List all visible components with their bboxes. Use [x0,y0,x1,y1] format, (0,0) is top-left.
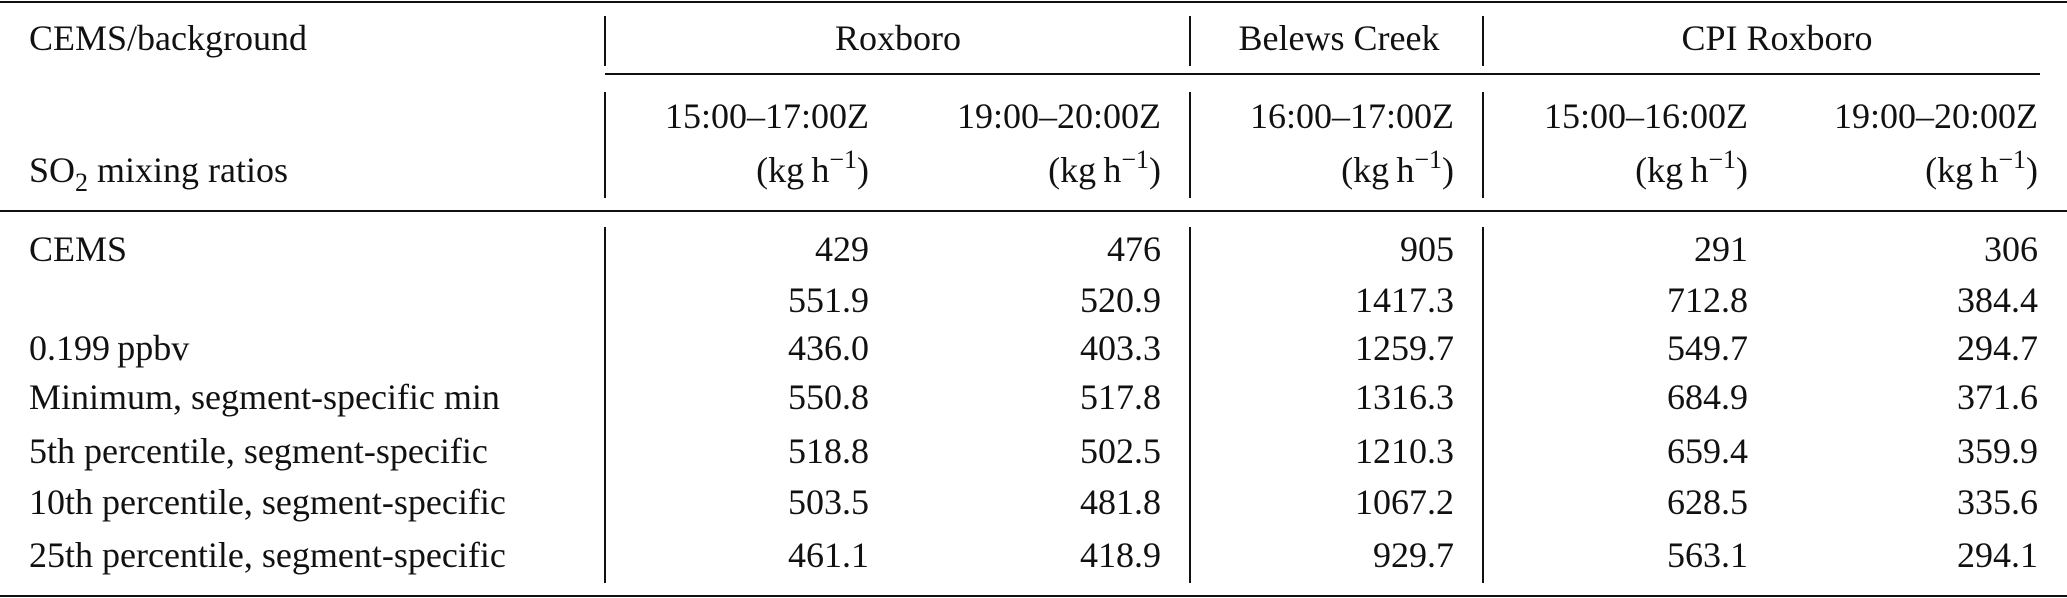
cell: 659.4 [1667,431,1748,471]
cell: 1259.7 [1355,328,1454,368]
cell: 429 [815,229,869,269]
corner-label: CEMS/background [29,18,307,58]
row-label: CEMS [29,229,127,269]
unit-text: (kg h [1635,150,1708,190]
cell: 520.9 [1080,280,1161,320]
column-time: 15:00–17:00Z [665,96,869,136]
unit-text: ) [857,150,869,190]
row-label: 5th percentile, segment-specific [29,431,488,471]
group-header: Roxboro [835,18,961,58]
row-label: 25th percentile, segment-specific [29,535,506,575]
column-unit: (kg h−1) [1925,145,2038,190]
superscript: −1 [1414,145,1442,174]
cell: 517.8 [1080,377,1161,417]
cell: 461.1 [788,535,869,575]
cell: 502.5 [1080,431,1161,471]
cell: 503.5 [788,482,869,522]
cell: 371.6 [1957,377,2038,417]
cell: 712.8 [1667,280,1748,320]
column-unit: (kg h−1) [1635,145,1748,190]
cell: 294.1 [1957,535,2038,575]
unit-text: (kg h [756,150,829,190]
cell: 684.9 [1667,377,1748,417]
cell: 291 [1694,229,1748,269]
cell: 628.5 [1667,482,1748,522]
column-unit: (kg h−1) [756,145,869,190]
superscript: −1 [829,145,857,174]
cell: 551.9 [788,280,869,320]
unit-text: (kg h [1048,150,1121,190]
unit-text: (kg h [1925,150,1998,190]
cell: 481.8 [1080,482,1161,522]
cell: 403.3 [1080,328,1161,368]
cell: 1067.2 [1355,482,1454,522]
row-label: Minimum, segment-specific min [29,377,500,417]
cell: 294.7 [1957,328,2038,368]
row-label: 10th percentile, segment-specific [29,482,506,522]
column-unit: (kg h−1) [1341,145,1454,190]
unit-text: ) [1149,150,1161,190]
cell: 1316.3 [1355,377,1454,417]
cell: 563.1 [1667,535,1748,575]
cell: 929.7 [1373,535,1454,575]
cell: 418.9 [1080,535,1161,575]
group-header: Belews Creek [1239,18,1440,58]
column-unit: (kg h−1) [1048,145,1161,190]
column-time: 19:00–20:00Z [1834,96,2038,136]
superscript: −1 [1998,145,2026,174]
column-time: 15:00–16:00Z [1544,96,1748,136]
unit-text: (kg h [1341,150,1414,190]
label-text: mixing ratios [88,150,288,190]
cell: 476 [1107,229,1161,269]
unit-text: ) [1442,150,1454,190]
superscript: −1 [1121,145,1149,174]
cell: 518.8 [788,431,869,471]
cell: 359.9 [1957,431,2038,471]
cell: 436.0 [788,328,869,368]
cell: 335.6 [1957,482,2038,522]
column-time: 19:00–20:00Z [957,96,1161,136]
cell: 384.4 [1957,280,2038,320]
label-text: SO [29,150,75,190]
row-label-header: SO2 mixing ratios [29,150,288,197]
row-label: 0.199 ppbv [29,328,189,368]
column-time: 16:00–17:00Z [1250,96,1454,136]
cell: 306 [1984,229,2038,269]
group-header: CPI Roxboro [1681,18,1872,58]
subscript: 2 [75,168,88,197]
cell: 550.8 [788,377,869,417]
unit-text: ) [1736,150,1748,190]
unit-text: ) [2026,150,2038,190]
cell: 1210.3 [1355,431,1454,471]
cell: 1417.3 [1355,280,1454,320]
cell: 549.7 [1667,328,1748,368]
cell: 905 [1400,229,1454,269]
superscript: −1 [1708,145,1736,174]
